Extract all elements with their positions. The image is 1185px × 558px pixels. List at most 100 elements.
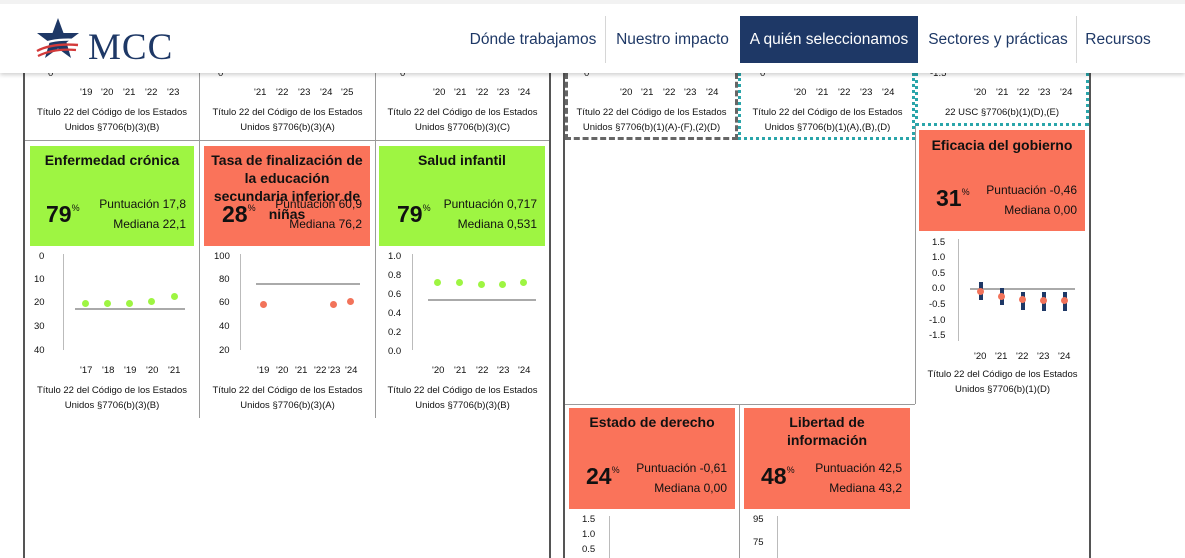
x-tick: '21 — [996, 87, 1009, 98]
y-tick: 0.6 — [388, 289, 402, 300]
y-tick: 0.2 — [388, 327, 402, 338]
indicator-card-salud-infantil[interactable]: Salud infantil 79% Puntuación 0,717 Medi… — [379, 146, 545, 246]
data-point — [260, 301, 267, 308]
score-label: Puntuación 60,9 — [275, 197, 362, 211]
highlight-box-dotted — [738, 73, 915, 140]
x-tick: '24 — [882, 87, 895, 98]
data-point — [1040, 297, 1047, 304]
left-panel-border — [23, 73, 25, 558]
x-tick: '24 — [518, 87, 531, 98]
y-tick: -1.5 — [929, 330, 946, 341]
card-title: Libertad de información — [786, 414, 868, 448]
x-tick: '21 — [816, 87, 829, 98]
x-tick: '17 — [80, 365, 93, 376]
x-tick: '22 — [1017, 87, 1030, 98]
x-tick: '23 — [298, 87, 311, 98]
indicator-card-tasa-finalizacion[interactable]: Tasa de finalización de la educación secun… — [204, 146, 370, 246]
y-tick: 40 — [34, 345, 45, 356]
indicator-card-estado-derecho[interactable]: Estado de derecho 24% Puntuación -0,61 M… — [569, 408, 735, 509]
chart-enfermedad-cronica: 0 10 20 30 40 '17 '18 '19 '20 '21 — [25, 250, 199, 378]
x-tick: '20 — [276, 365, 289, 376]
nav-donde-trabajamos[interactable]: Dónde trabajamos — [469, 31, 597, 48]
x-tick: '23 — [1037, 351, 1050, 362]
legal-citation: Título 22 del Código de los Estados Unido… — [37, 107, 187, 133]
x-tick: '22 — [663, 87, 676, 98]
x-tick: '22 — [476, 87, 489, 98]
chart-eficacia-gobierno: 1.5 1.0 0.5 0.0 -0.5 -1.0 -1.5 '20 '21 '… — [916, 236, 1089, 366]
y-tick: 10 — [34, 274, 45, 285]
legal-citation: Título 22 del Código de los Estados Unido… — [387, 385, 538, 411]
y-tick: 1.0 — [932, 252, 946, 263]
x-tick: '20 — [433, 87, 446, 98]
median-label: Mediana 76,2 — [289, 217, 362, 231]
score-label: Puntuación -0,46 — [986, 183, 1077, 197]
nav-a-quien-seleccionamos[interactable]: A quién seleccionamos — [740, 16, 918, 63]
x-tick: '20 — [101, 87, 114, 98]
percentile-value: 48% — [761, 463, 795, 489]
x-tick: '19 — [124, 365, 137, 376]
score-label: Puntuación -0,61 — [636, 461, 727, 475]
x-tick: '21 — [123, 87, 136, 98]
x-tick: '23 — [167, 87, 180, 98]
data-point — [478, 281, 485, 288]
data-point — [456, 279, 463, 286]
percentile-value: 24% — [586, 463, 620, 489]
data-point — [977, 288, 984, 295]
x-tick: '20 — [146, 365, 159, 376]
chart-salud-infantil: 1.0 0.8 0.6 0.4 0.2 0.0 '20 '21 '22 '23 … — [376, 250, 549, 378]
left-panel-border-right — [549, 73, 551, 558]
y-tick: 30 — [34, 321, 45, 332]
data-point — [148, 298, 155, 305]
percentile-value: 79% — [46, 201, 80, 227]
x-tick: '21 — [641, 87, 654, 98]
nav-recursos[interactable]: Recursos — [1085, 31, 1151, 48]
x-tick: '21 — [168, 365, 181, 376]
x-tick: '24 — [1058, 351, 1071, 362]
x-tick: '22 — [476, 365, 489, 376]
data-point — [347, 298, 354, 305]
legal-citation: Título 22 del Código de los Estados Unido… — [927, 369, 1078, 395]
axis-zero-label: 0 — [400, 68, 406, 79]
indicator-card-libertad-informacion[interactable]: Libertad de información 48% Puntuación 42… — [744, 408, 910, 509]
data-point — [104, 300, 111, 307]
highlight-box-dashed — [565, 73, 738, 140]
indicator-card-eficacia-gobierno[interactable]: Eficacia del gobierno 31% Puntuación -0,… — [919, 130, 1085, 231]
row-divider — [25, 140, 549, 141]
data-point — [1019, 296, 1026, 303]
legal-citation: 22 USC §7706(b)(1)(D),(E) — [944, 107, 1060, 118]
legal-citation: Título 22 del Código de los Estados Unido… — [387, 107, 538, 133]
x-tick: '23 — [860, 87, 873, 98]
median-line — [970, 288, 1075, 290]
x-tick: '20 — [620, 87, 633, 98]
y-tick: 0.0 — [932, 283, 946, 294]
x-tick: '23 — [497, 87, 510, 98]
x-tick: '23 — [1038, 87, 1051, 98]
x-tick: '22 — [276, 87, 289, 98]
chart-libertad-informacion: 95 75 — [740, 513, 915, 558]
nav-sectores-practicas[interactable]: Sectores y prácticas — [928, 31, 1068, 48]
row-divider — [565, 404, 915, 405]
score-label: Puntuación 42,5 — [815, 461, 902, 475]
median-line — [75, 308, 185, 310]
percentile-value: 28% — [222, 201, 256, 227]
y-tick: 0.8 — [388, 270, 402, 281]
y-tick: 1.5 — [932, 237, 946, 248]
x-tick: '20 — [432, 365, 445, 376]
x-tick: '20 — [974, 87, 987, 98]
x-tick: '21 — [295, 365, 308, 376]
data-point — [998, 293, 1005, 300]
y-tick: 95 — [753, 514, 764, 525]
highlight-box-dotted — [915, 73, 1089, 126]
indicator-card-enfermedad-cronica[interactable]: Enfermedad crónica 79% Puntuación 17,8 M… — [30, 146, 194, 246]
chart-tasa-finalizacion: 100 80 60 40 20 '19 '20 '21 '22 '23 '24 — [200, 250, 375, 378]
data-point — [82, 300, 89, 307]
card-title: Eficacia del gobierno — [931, 137, 1073, 153]
nav-nuestro-impacto[interactable]: Nuestro impacto — [616, 31, 729, 48]
legal-citation: Título 22 del Código de los Estados Unido… — [212, 107, 363, 133]
logo-text[interactable]: MCC — [88, 27, 174, 68]
x-tick: '24 — [320, 87, 333, 98]
y-tick: 0 — [39, 251, 45, 262]
mcc-star-logo-icon[interactable] — [34, 16, 82, 62]
axis-zero-label: 0 — [48, 68, 54, 79]
data-point — [1061, 297, 1068, 304]
